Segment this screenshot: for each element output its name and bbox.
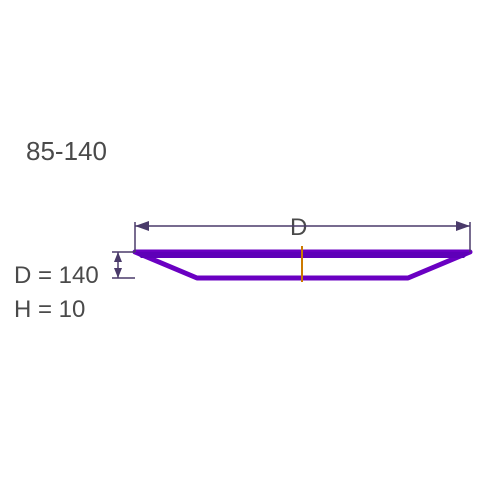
dim-d-arrow-left [135,221,149,231]
dim-h-arrow-top [114,252,122,262]
dim-d-arrow-right [456,221,470,231]
diagram-svg [0,0,500,500]
dim-h-arrow-bottom [114,268,122,278]
